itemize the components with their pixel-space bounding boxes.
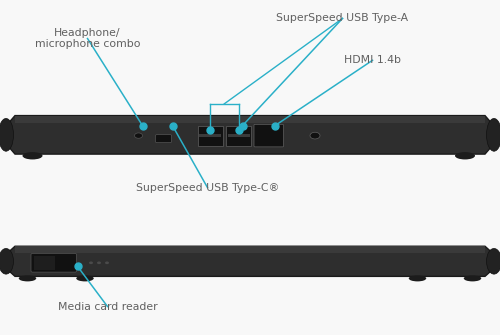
- Ellipse shape: [19, 275, 36, 281]
- Bar: [226, 126, 251, 146]
- Bar: [34, 256, 55, 270]
- Ellipse shape: [0, 249, 14, 274]
- Bar: [199, 134, 221, 137]
- Ellipse shape: [486, 119, 500, 151]
- Circle shape: [134, 133, 142, 138]
- Circle shape: [89, 262, 93, 264]
- Ellipse shape: [76, 275, 94, 281]
- Text: Headphone/
microphone combo: Headphone/ microphone combo: [35, 28, 140, 49]
- FancyBboxPatch shape: [31, 254, 76, 272]
- Ellipse shape: [464, 275, 481, 281]
- Circle shape: [310, 132, 320, 139]
- Ellipse shape: [409, 275, 426, 281]
- Ellipse shape: [455, 152, 475, 159]
- Ellipse shape: [486, 249, 500, 274]
- FancyBboxPatch shape: [254, 124, 284, 147]
- Polygon shape: [15, 246, 485, 253]
- Circle shape: [105, 262, 109, 264]
- FancyBboxPatch shape: [156, 135, 172, 143]
- Ellipse shape: [22, 152, 42, 159]
- Bar: [198, 126, 222, 146]
- Polygon shape: [0, 246, 500, 276]
- Text: HDMI 1.4b: HDMI 1.4b: [344, 55, 401, 65]
- Bar: [228, 134, 250, 137]
- Polygon shape: [0, 116, 500, 154]
- Circle shape: [97, 262, 101, 264]
- Text: Media card reader: Media card reader: [58, 302, 158, 312]
- Polygon shape: [15, 116, 485, 123]
- Text: SuperSpeed USB Type-A: SuperSpeed USB Type-A: [276, 13, 408, 23]
- Ellipse shape: [0, 119, 14, 151]
- Text: SuperSpeed USB Type-C®: SuperSpeed USB Type-C®: [136, 183, 279, 193]
